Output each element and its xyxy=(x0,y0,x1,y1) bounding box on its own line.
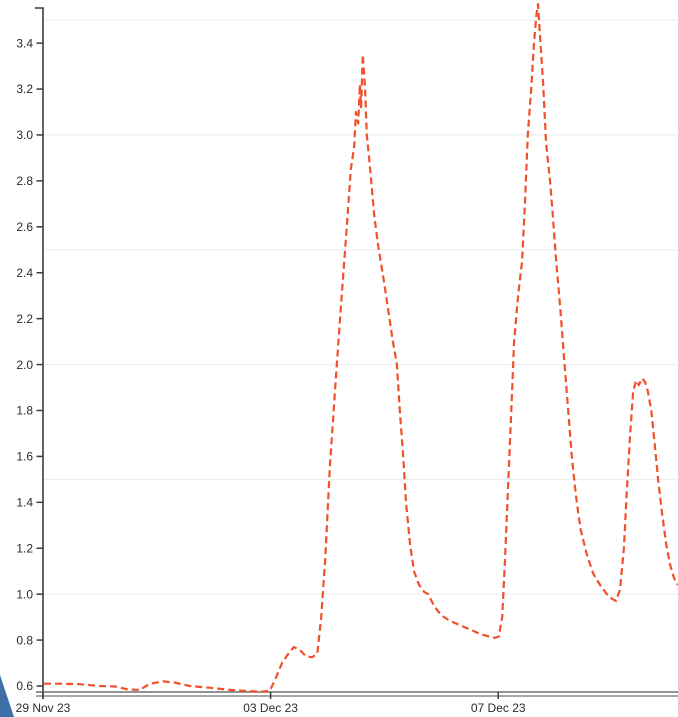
y-axis-tick-label: 1.4 xyxy=(16,496,33,510)
y-axis-tick-label: 3.2 xyxy=(16,82,33,96)
x-axis-tick-label: 03 Dec 23 xyxy=(243,701,298,715)
y-axis-tick-label: 1.6 xyxy=(16,450,33,464)
series-line-dashed-orange-series xyxy=(44,2,678,693)
y-axis-tick-label: 0.6 xyxy=(16,679,33,693)
y-axis-tick-label: 3.4 xyxy=(16,36,33,50)
y-axis-tick-label: 2.6 xyxy=(16,220,33,234)
x-axis-tick-label: 29 Nov 23 xyxy=(16,701,71,715)
y-axis-tick-label: 1.8 xyxy=(16,404,33,418)
corner-logo-triangle xyxy=(0,675,14,717)
y-axis-tick-label: 0.8 xyxy=(16,633,33,647)
y-axis-tick-label: 3.0 xyxy=(16,128,33,142)
y-axis-tick-label: 1.2 xyxy=(16,541,33,555)
y-axis-tick-label: 1.0 xyxy=(16,587,33,601)
y-axis-line xyxy=(35,7,44,699)
y-axis-tick-label: 2.8 xyxy=(16,174,33,188)
y-axis-tick-label: 2.0 xyxy=(16,358,33,372)
y-axis-tick-label: 2.2 xyxy=(16,312,33,326)
x-axis-tick-label: 07 Dec 23 xyxy=(471,701,526,715)
y-axis-tick-label: 2.4 xyxy=(16,266,33,280)
